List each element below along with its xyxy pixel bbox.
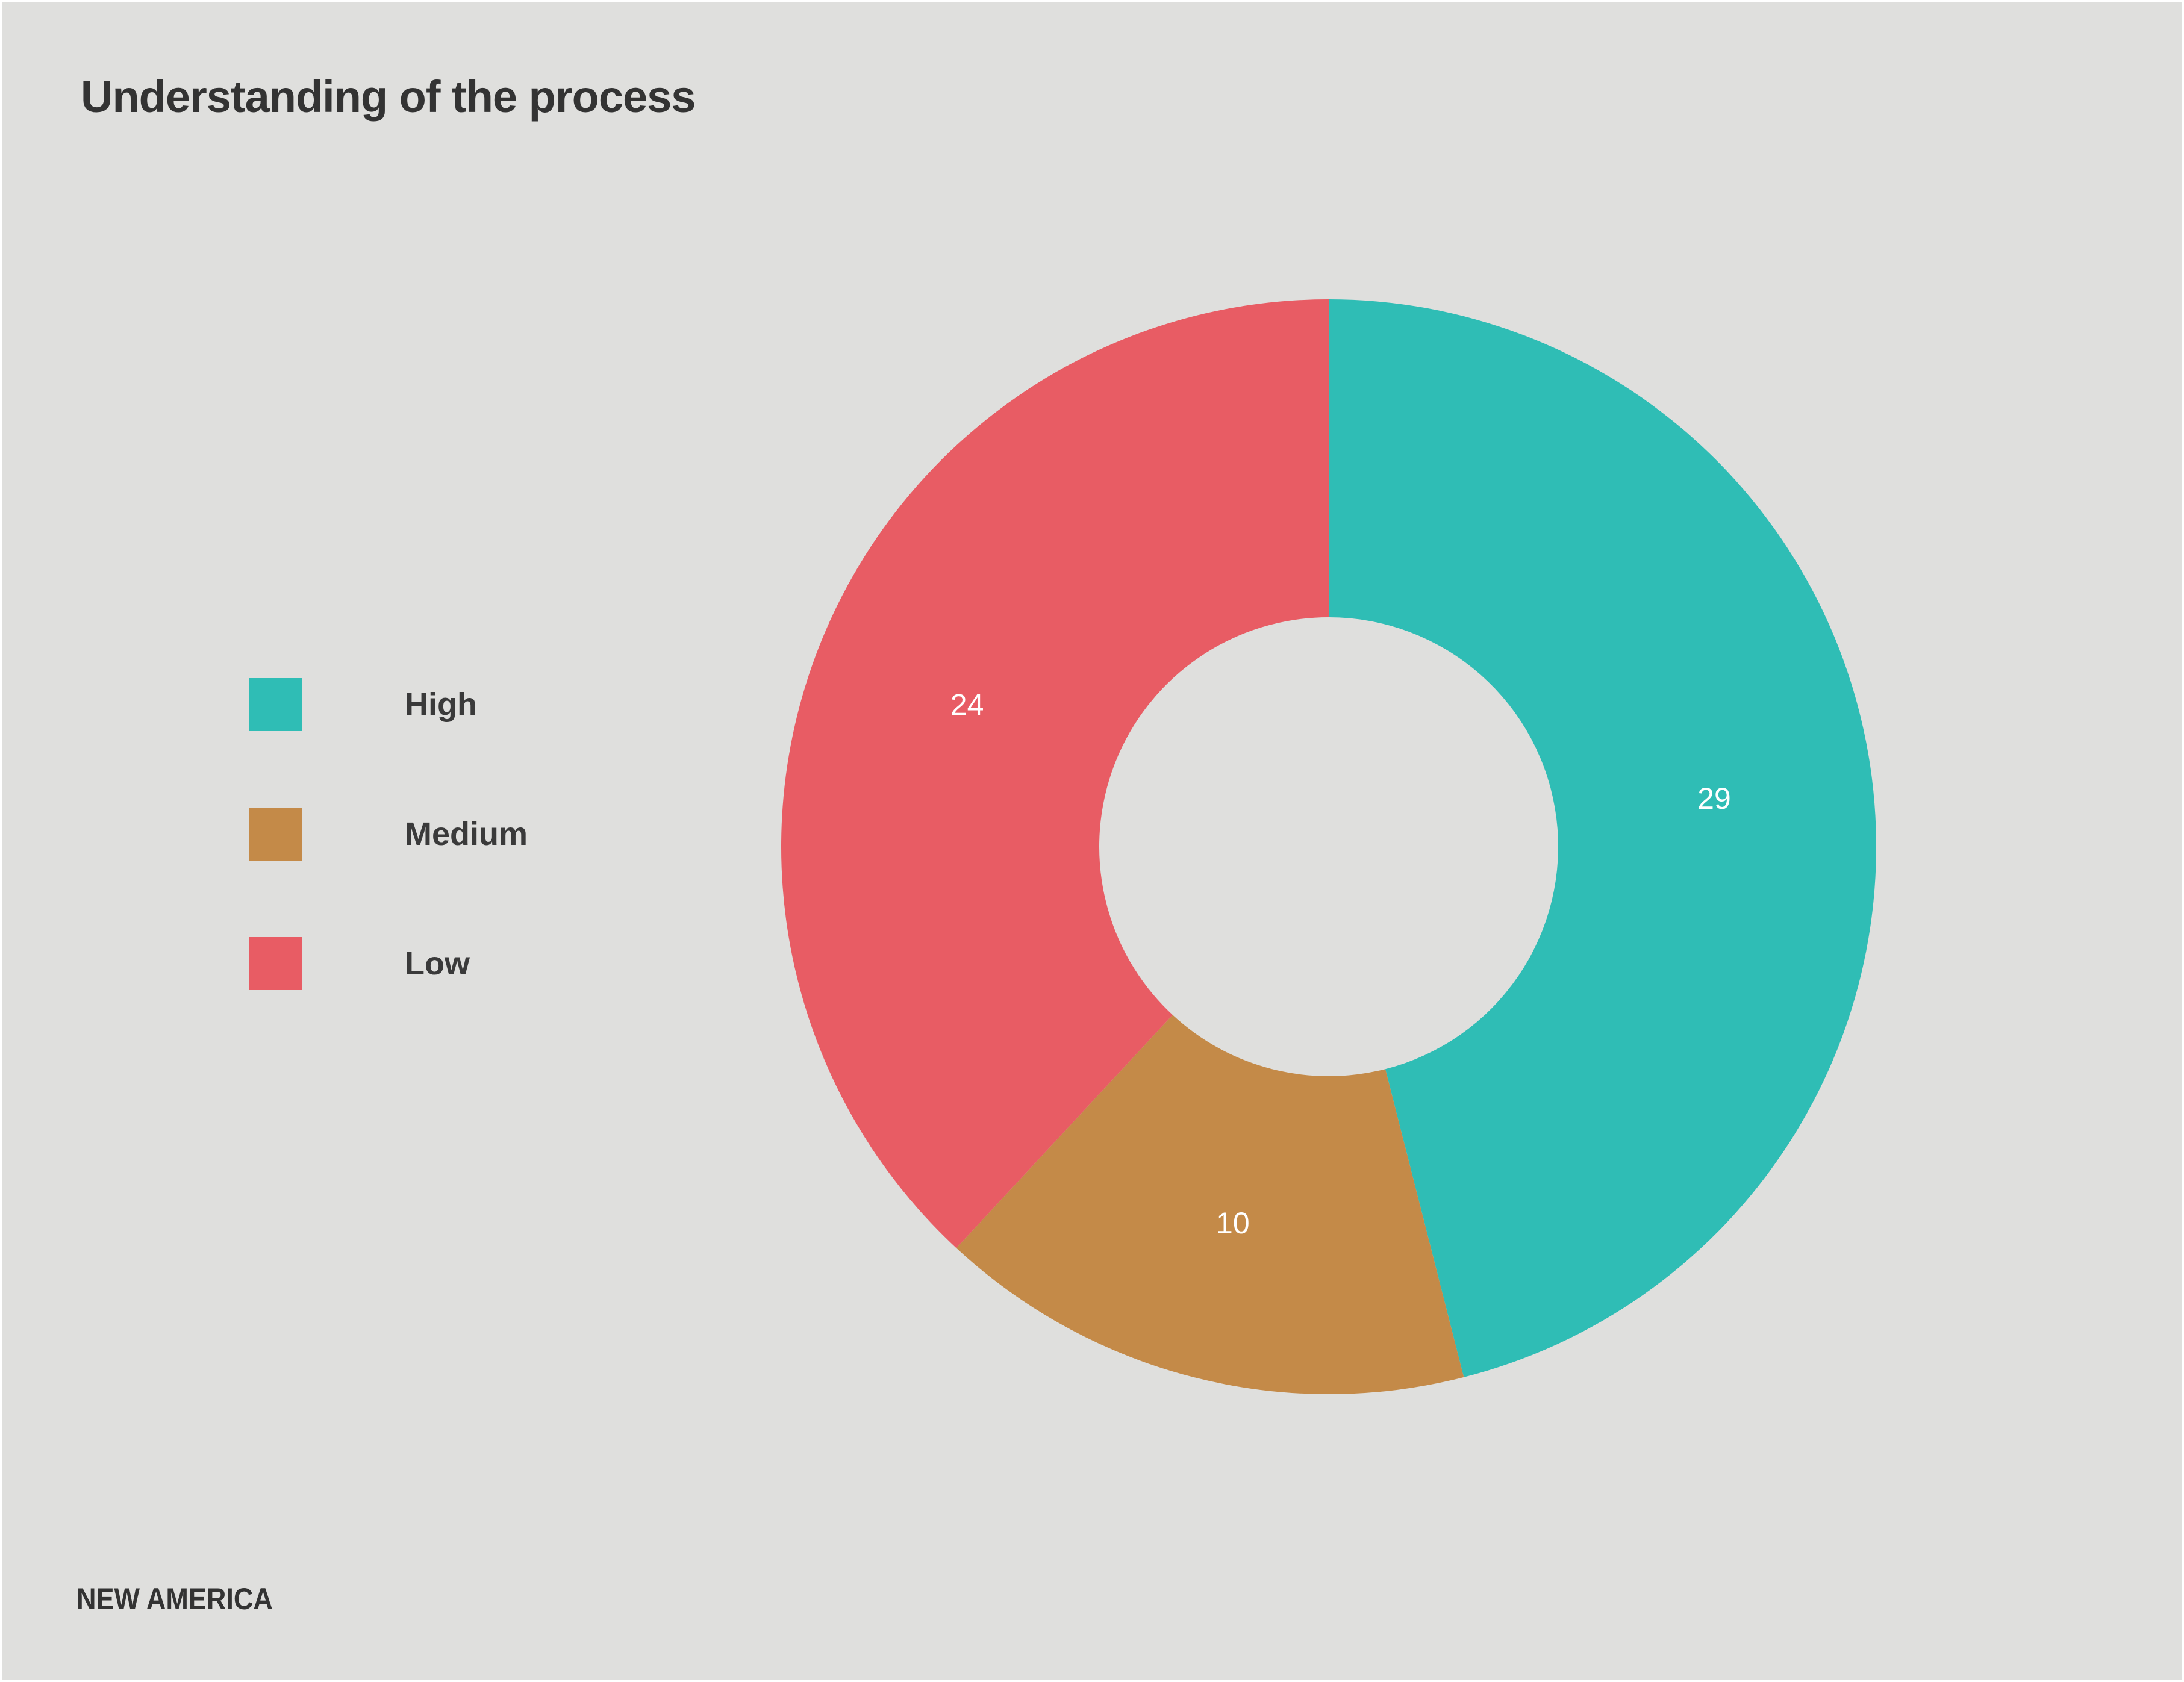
donut-slice-medium — [956, 1015, 1464, 1395]
legend-label-low: Low — [405, 945, 470, 982]
data-label-medium: 10 — [1216, 1206, 1250, 1240]
legend-swatch-medium — [249, 808, 302, 861]
legend-swatch-high — [249, 678, 302, 731]
donut-slice-low — [781, 299, 1329, 1248]
legend-item-low: Low — [249, 937, 470, 990]
legend-swatch-low — [249, 937, 302, 990]
donut-slice-high — [1329, 299, 1877, 1377]
data-label-low: 24 — [950, 688, 984, 721]
legend-label-medium: Medium — [405, 816, 528, 852]
legend-item-medium: Medium — [249, 808, 528, 861]
data-label-high: 29 — [1697, 782, 1731, 815]
new-america-logo: NEW AMERICA — [76, 1582, 273, 1616]
legend-item-high: High — [249, 678, 477, 731]
legend-label-high: High — [405, 687, 477, 723]
chart-title: Understanding of the process — [81, 72, 696, 122]
